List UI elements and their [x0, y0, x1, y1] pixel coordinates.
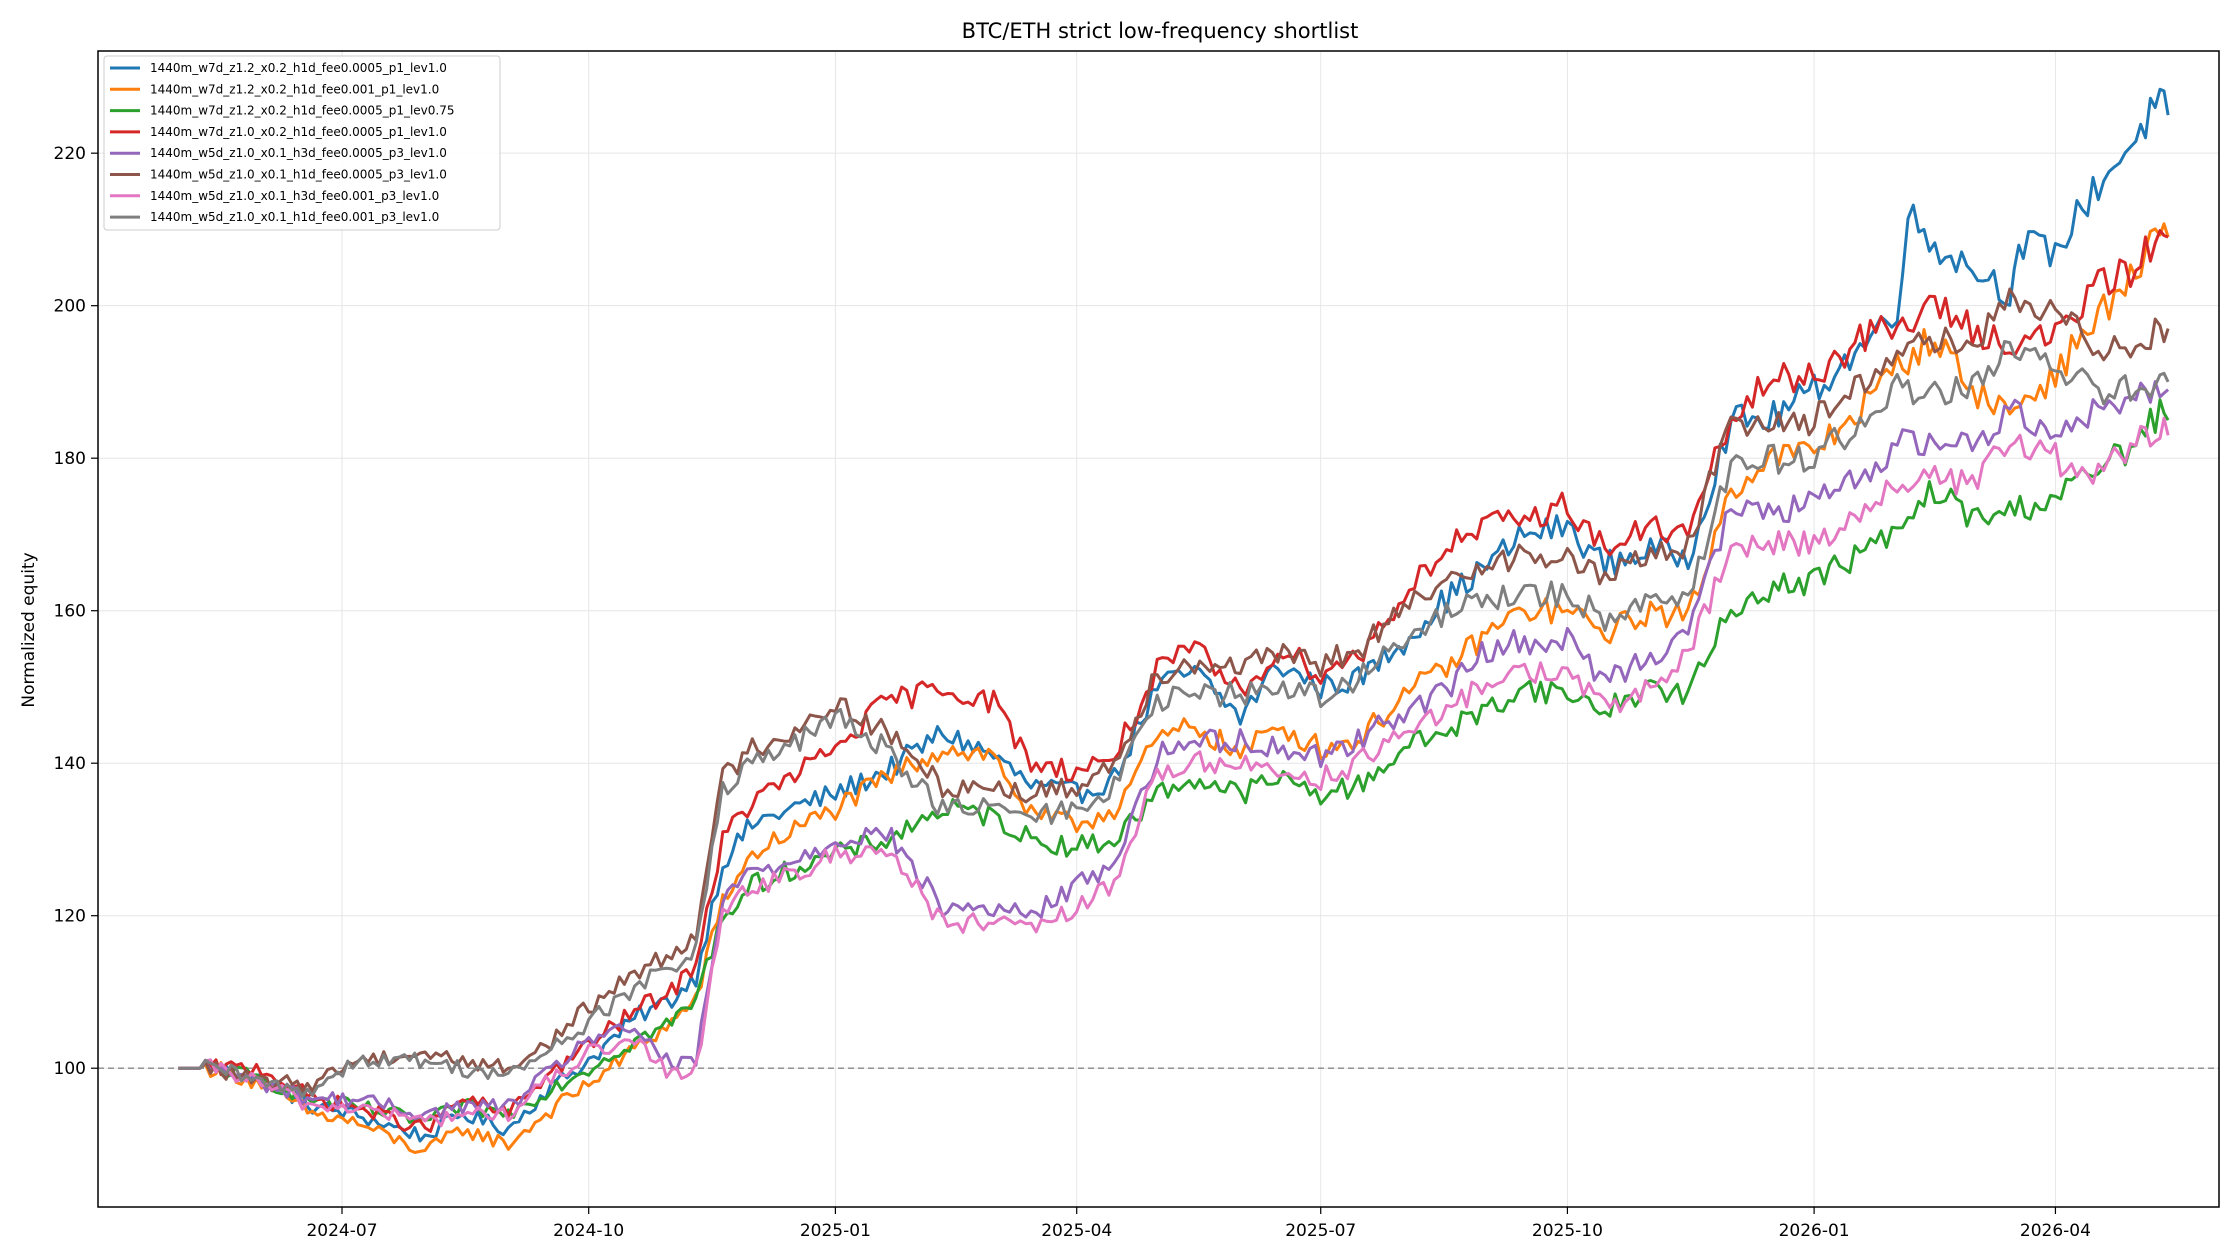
- legend-label: 1440m_w5d_z1.0_x0.1_h3d_fee0.001_p3_lev1…: [150, 189, 439, 203]
- legend-label: 1440m_w7d_z1.2_x0.2_h1d_fee0.0005_p1_lev…: [150, 104, 455, 118]
- series-line: [178, 340, 2170, 1099]
- x-tick-label: 2025-01: [800, 1221, 871, 1241]
- x-tick-label: 2025-10: [1532, 1221, 1603, 1241]
- y-tick-label: 100: [54, 1059, 86, 1079]
- x-tick-label: 2024-07: [306, 1221, 377, 1241]
- legend-box: [103, 55, 501, 231]
- x-axis: 2024-07 2024-10 2025-01 2025-04 2025-07 2025-…: [306, 1207, 2091, 1241]
- y-axis: 100 120 140 160 180 200 220: [54, 144, 98, 1079]
- series-line: [178, 416, 2170, 1128]
- y-axis-label: Normalized equity: [19, 552, 39, 707]
- y-tick-label: 220: [54, 144, 86, 164]
- x-tick-label: 2025-07: [1285, 1221, 1356, 1241]
- y-tick-label: 160: [54, 602, 86, 622]
- series-line: [178, 222, 2170, 1154]
- x-tick-label: 2024-10: [553, 1221, 624, 1241]
- chart-title: BTC/ETH strict low-frequency shortlist: [962, 19, 1359, 43]
- legend-label: 1440m_w5d_z1.0_x0.1_h1d_fee0.0005_p3_lev…: [150, 168, 447, 182]
- series-line: [178, 287, 2170, 1093]
- y-tick-label: 140: [54, 754, 86, 774]
- legend-label: 1440m_w7d_z1.0_x0.2_h1d_fee0.0005_p1_lev…: [150, 125, 447, 139]
- legend-label: 1440m_w7d_z1.2_x0.2_h1d_fee0.001_p1_lev1…: [150, 82, 439, 96]
- series-line: [178, 87, 2170, 1143]
- x-tick-label: 2026-04: [2020, 1221, 2091, 1241]
- y-tick-label: 180: [54, 449, 86, 469]
- plot-frame: [97, 50, 2220, 1208]
- series-line: [178, 380, 2170, 1121]
- series-lines: [178, 87, 2170, 1154]
- x-tick-label: 2025-04: [1041, 1221, 1112, 1241]
- legend-label: 1440m_w7d_z1.2_x0.2_h1d_fee0.0005_p1_lev…: [150, 61, 447, 75]
- y-tick-label: 120: [54, 907, 86, 927]
- legend-label: 1440m_w5d_z1.0_x0.1_h1d_fee0.001_p3_lev1…: [150, 210, 439, 224]
- legend-label: 1440m_w5d_z1.0_x0.1_h3d_fee0.0005_p3_lev…: [150, 146, 447, 160]
- legend: 1440m_w7d_z1.2_x0.2_h1d_fee0.0005_p1_lev…: [103, 55, 501, 231]
- y-tick-label: 200: [54, 297, 86, 317]
- x-tick-label: 2026-01: [1779, 1221, 1850, 1241]
